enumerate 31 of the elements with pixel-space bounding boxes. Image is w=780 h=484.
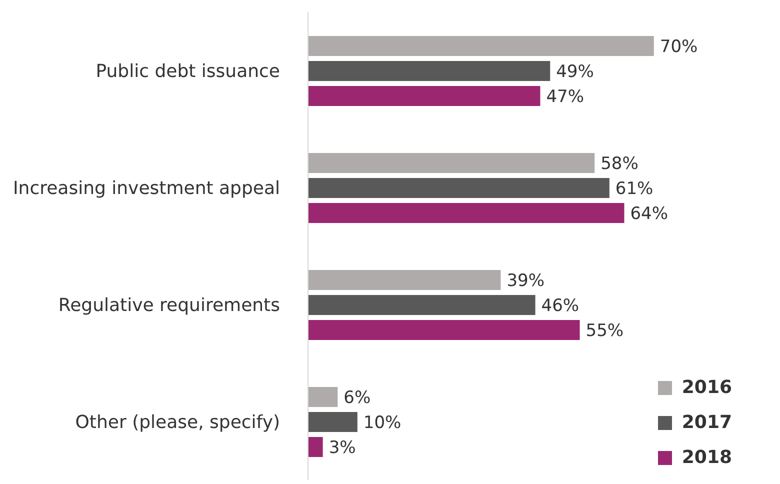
- legend-label: 2018: [682, 447, 732, 468]
- bar: [308, 412, 358, 432]
- y-tick-label: Other (please, specify): [75, 412, 280, 433]
- data-label: 49%: [556, 62, 594, 82]
- data-label: 58%: [600, 154, 638, 174]
- data-label: 3%: [328, 438, 356, 458]
- data-label: 46%: [541, 296, 580, 316]
- y-tick-label: Increasing investment appeal: [12, 178, 280, 199]
- data-label: 39%: [506, 270, 545, 291]
- data-label: 10%: [363, 412, 402, 433]
- bar: [308, 203, 624, 223]
- data-label: 70%: [660, 36, 698, 57]
- bar: [308, 270, 501, 290]
- bar: [308, 36, 654, 56]
- data-label: 47%: [546, 86, 584, 107]
- bar: [308, 437, 323, 457]
- y-tick-label: Regulative requirements: [58, 294, 280, 316]
- bar: [308, 320, 580, 340]
- data-label: 55%: [586, 320, 624, 341]
- legend-label: 2017: [682, 412, 732, 433]
- bar: [308, 295, 536, 315]
- y-tick-label: Public debt issuance: [96, 60, 280, 82]
- data-label: 64%: [630, 204, 668, 224]
- bar: [308, 387, 338, 407]
- bar: [308, 61, 550, 81]
- bar: [308, 178, 610, 198]
- data-label: 61%: [615, 178, 654, 199]
- legend-label: 2016: [682, 377, 732, 398]
- data-label: 6%: [344, 388, 371, 408]
- bar: [308, 153, 595, 173]
- bar: [308, 86, 540, 106]
